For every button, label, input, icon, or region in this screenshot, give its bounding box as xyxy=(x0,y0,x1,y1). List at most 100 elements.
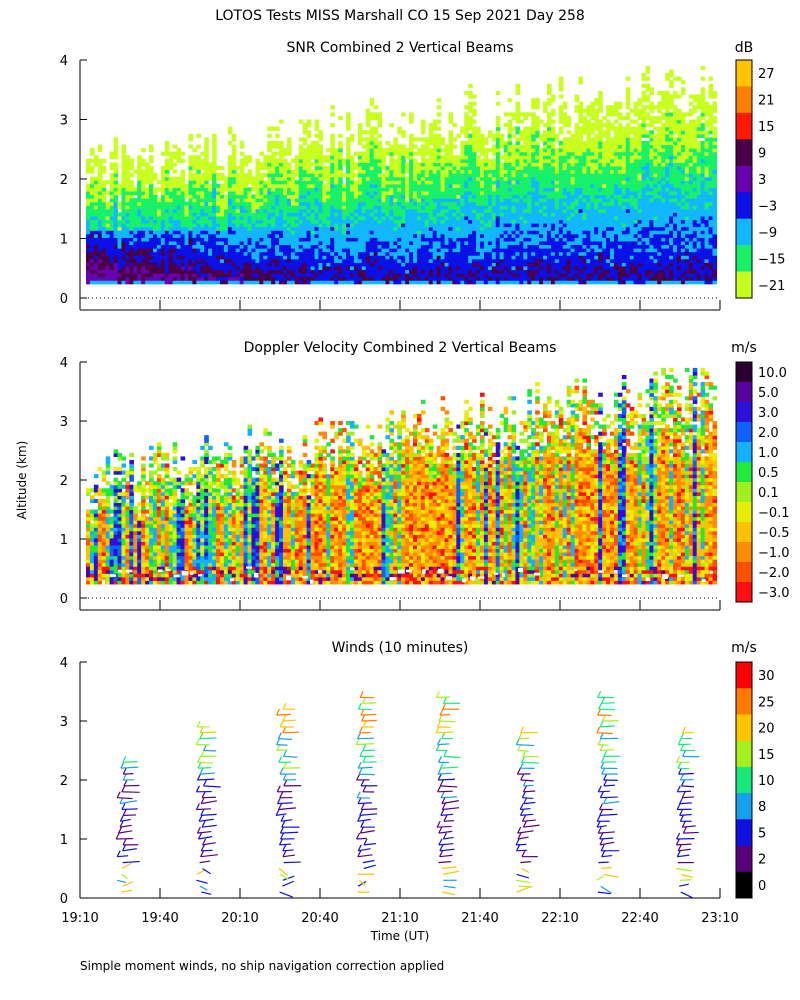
snr-cell xyxy=(227,187,233,192)
snr-cell xyxy=(89,187,95,192)
snr-cell xyxy=(283,190,288,196)
snr-cell xyxy=(314,119,320,124)
snr-cell xyxy=(113,187,119,192)
snr-cell xyxy=(468,215,473,221)
snr-cell xyxy=(279,212,284,217)
snr-cell xyxy=(409,183,414,188)
snr-cell xyxy=(511,173,517,178)
snr-cell xyxy=(428,148,434,153)
snr-cell xyxy=(448,155,454,160)
snr-cell xyxy=(531,119,536,124)
snr-cell xyxy=(176,215,182,221)
snr-cell xyxy=(361,187,367,192)
snr-cell xyxy=(137,240,142,246)
snr-cell xyxy=(342,158,347,163)
snr-cell xyxy=(306,151,312,156)
snr-cell xyxy=(156,205,162,210)
snr-cell xyxy=(499,176,505,181)
snr-cell xyxy=(357,155,363,160)
snr-cell xyxy=(164,223,170,228)
snr-cell xyxy=(247,219,253,224)
snr-cell xyxy=(204,140,209,146)
snr-cell xyxy=(440,194,446,199)
snr-cell xyxy=(369,180,375,185)
snr-cell xyxy=(263,230,268,235)
snr-cell xyxy=(101,205,107,210)
snr-cell xyxy=(381,201,387,206)
snr-cell xyxy=(286,255,292,260)
snr-cell xyxy=(377,226,383,231)
snr-cell xyxy=(338,180,343,185)
snr-cell xyxy=(271,180,276,185)
snr-cell xyxy=(543,130,548,135)
snr-cell xyxy=(539,173,544,178)
snr-cell xyxy=(168,269,174,274)
snr-cell xyxy=(511,276,517,281)
snr-cell xyxy=(314,215,320,221)
snr-cell xyxy=(200,262,205,267)
snr-cell xyxy=(168,158,174,163)
snr-cell xyxy=(535,198,540,203)
snr-cell xyxy=(109,258,115,263)
snr-cell xyxy=(342,255,347,260)
snr-cell xyxy=(578,244,584,249)
snr-cell xyxy=(322,248,327,253)
snr-cell xyxy=(160,276,166,281)
snr-cell xyxy=(558,233,564,238)
snr-cell xyxy=(550,126,556,131)
snr-cell xyxy=(440,244,446,249)
snr-cell xyxy=(420,144,426,149)
snr-cell xyxy=(416,258,422,263)
snr-cell xyxy=(141,208,146,213)
snr-cell xyxy=(294,226,300,231)
snr-cell xyxy=(369,215,375,221)
snr-cell xyxy=(200,190,205,196)
snr-cell xyxy=(290,205,296,210)
snr-cell xyxy=(448,215,454,221)
snr-cell xyxy=(346,237,351,242)
snr-cell xyxy=(448,162,454,167)
snr-cell xyxy=(566,240,572,246)
snr-cell xyxy=(346,144,351,149)
snr-cell xyxy=(172,194,178,199)
snr-cell xyxy=(121,173,127,178)
snr-cell xyxy=(346,187,351,192)
snr-cell xyxy=(318,265,324,271)
snr-cell xyxy=(176,258,182,263)
snr-cell xyxy=(247,180,253,185)
snr-cell xyxy=(409,233,414,238)
snr-cell xyxy=(184,215,190,221)
snr-cell xyxy=(231,280,237,285)
snr-cell xyxy=(519,119,524,124)
snr-cell xyxy=(578,194,584,199)
snr-cell xyxy=(204,155,209,160)
snr-cell xyxy=(531,187,536,192)
snr-cell xyxy=(145,251,150,256)
snr-cell xyxy=(527,190,532,196)
snr-cell xyxy=(491,237,497,242)
snr-cell xyxy=(491,255,497,260)
snr-cell xyxy=(503,258,509,263)
snr-cell xyxy=(275,198,280,203)
snr-cell xyxy=(472,101,477,106)
snr-cell xyxy=(314,158,320,163)
snr-cell xyxy=(255,187,261,192)
snr-cell xyxy=(302,205,308,210)
snr-cell xyxy=(377,273,383,278)
snr-cell xyxy=(503,230,509,235)
snr-cell xyxy=(452,137,458,142)
snr-cell xyxy=(231,215,237,221)
snr-cell xyxy=(346,137,351,142)
snr-cell xyxy=(357,165,363,171)
snr-cell xyxy=(440,265,446,271)
snr-cell xyxy=(523,258,528,263)
snr-cell xyxy=(468,137,473,142)
snr-cell xyxy=(397,148,402,153)
snr-cell xyxy=(231,251,237,256)
snr-cell xyxy=(121,251,127,256)
snr-cell xyxy=(109,223,115,228)
snr-cell xyxy=(385,223,391,228)
snr-cell xyxy=(109,244,115,249)
snr-cell xyxy=(487,233,493,238)
snr-cell xyxy=(227,233,233,238)
